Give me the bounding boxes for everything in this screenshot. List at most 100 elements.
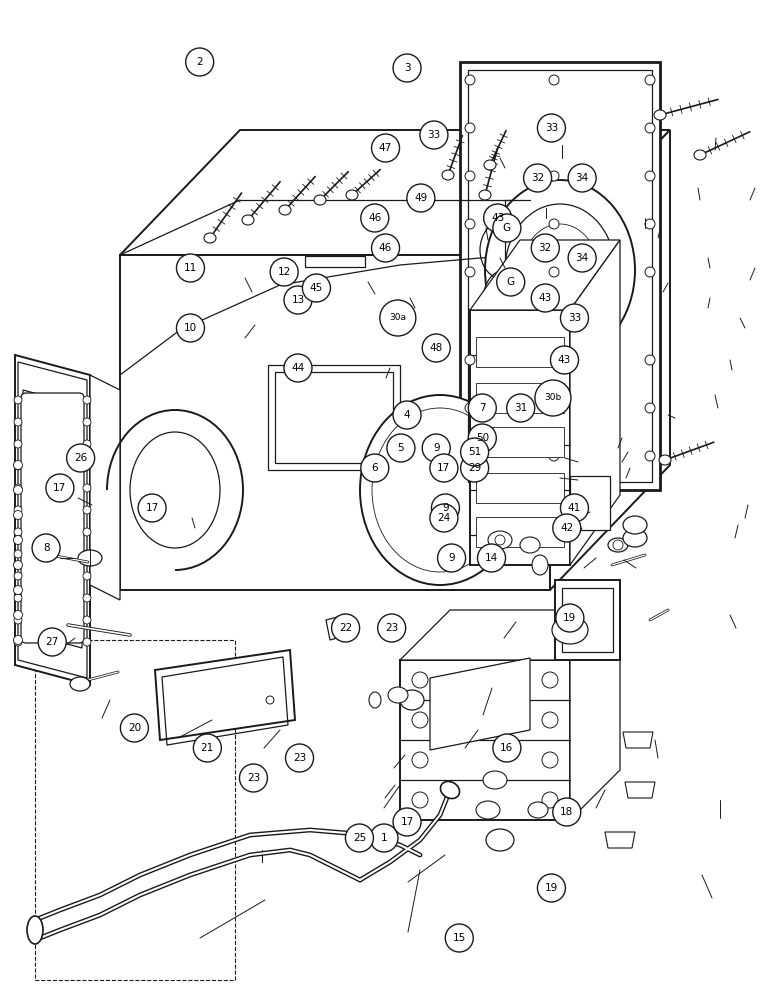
Ellipse shape	[552, 616, 588, 644]
Circle shape	[478, 544, 505, 572]
Text: 9: 9	[442, 503, 449, 513]
Text: 31: 31	[514, 403, 528, 413]
Circle shape	[393, 54, 421, 82]
Circle shape	[83, 462, 91, 470]
Circle shape	[461, 454, 488, 482]
Circle shape	[372, 234, 399, 262]
Circle shape	[393, 808, 421, 836]
Circle shape	[121, 714, 148, 742]
Circle shape	[14, 610, 22, 619]
Circle shape	[387, 434, 415, 462]
Circle shape	[67, 444, 94, 472]
Text: 50: 50	[475, 433, 489, 443]
Circle shape	[412, 792, 428, 808]
Circle shape	[568, 244, 596, 272]
Polygon shape	[305, 256, 365, 267]
Polygon shape	[470, 310, 570, 565]
Circle shape	[551, 346, 578, 374]
Text: 15: 15	[452, 933, 466, 943]
Text: 42: 42	[560, 523, 574, 533]
Text: 43: 43	[558, 355, 571, 365]
Text: 12: 12	[277, 267, 291, 277]
Polygon shape	[470, 240, 620, 310]
Ellipse shape	[528, 802, 548, 818]
Text: 23: 23	[385, 623, 399, 633]
Circle shape	[524, 164, 551, 192]
Ellipse shape	[488, 531, 512, 549]
Ellipse shape	[369, 692, 381, 708]
Circle shape	[438, 544, 465, 572]
Circle shape	[542, 712, 558, 728]
Text: 33: 33	[427, 130, 441, 140]
Circle shape	[14, 510, 22, 520]
Circle shape	[645, 403, 655, 413]
Text: 17: 17	[145, 503, 159, 513]
Circle shape	[468, 424, 496, 452]
Ellipse shape	[694, 150, 706, 160]
Text: 45: 45	[310, 283, 323, 293]
Circle shape	[286, 744, 313, 772]
Text: 33: 33	[545, 123, 558, 133]
Circle shape	[270, 258, 298, 286]
Circle shape	[14, 638, 22, 646]
Polygon shape	[15, 355, 90, 685]
Polygon shape	[570, 610, 620, 820]
Circle shape	[561, 304, 588, 332]
Circle shape	[561, 494, 588, 522]
Ellipse shape	[659, 455, 671, 465]
Polygon shape	[90, 375, 120, 600]
Polygon shape	[326, 615, 348, 640]
Text: 17: 17	[437, 463, 451, 473]
Circle shape	[553, 514, 581, 542]
Circle shape	[14, 418, 22, 426]
Circle shape	[445, 924, 473, 952]
Polygon shape	[268, 365, 400, 470]
Circle shape	[422, 334, 450, 362]
Circle shape	[549, 171, 559, 181]
Circle shape	[14, 616, 22, 624]
Circle shape	[177, 254, 204, 282]
Circle shape	[465, 75, 475, 85]
Circle shape	[461, 438, 488, 466]
Polygon shape	[570, 240, 620, 565]
Circle shape	[14, 440, 22, 448]
Circle shape	[495, 535, 505, 545]
Polygon shape	[476, 517, 564, 547]
Ellipse shape	[314, 195, 326, 205]
Ellipse shape	[388, 687, 408, 703]
Ellipse shape	[479, 190, 491, 200]
Text: 17: 17	[400, 817, 414, 827]
Text: 47: 47	[379, 143, 392, 153]
Circle shape	[465, 219, 475, 229]
Ellipse shape	[27, 916, 43, 944]
Circle shape	[177, 314, 204, 342]
Circle shape	[465, 451, 475, 461]
Ellipse shape	[442, 170, 454, 180]
Circle shape	[83, 550, 91, 558]
Polygon shape	[605, 832, 635, 848]
Circle shape	[465, 355, 475, 365]
Circle shape	[83, 440, 91, 448]
Circle shape	[83, 638, 91, 646]
Text: 34: 34	[575, 173, 589, 183]
Circle shape	[549, 219, 559, 229]
Text: 2: 2	[197, 57, 203, 67]
Circle shape	[266, 696, 274, 704]
Circle shape	[538, 114, 565, 142]
Circle shape	[493, 214, 521, 242]
Circle shape	[412, 712, 428, 728]
Ellipse shape	[520, 537, 540, 553]
Circle shape	[14, 506, 22, 514]
Circle shape	[346, 824, 373, 852]
Text: 9: 9	[449, 553, 455, 563]
Polygon shape	[555, 580, 620, 660]
Circle shape	[240, 764, 267, 792]
Circle shape	[14, 528, 22, 536]
Text: 22: 22	[339, 623, 353, 633]
Circle shape	[645, 219, 655, 229]
Circle shape	[284, 354, 312, 382]
Circle shape	[507, 394, 535, 422]
Circle shape	[465, 403, 475, 413]
Text: 46: 46	[379, 243, 392, 253]
Text: G: G	[507, 277, 515, 287]
